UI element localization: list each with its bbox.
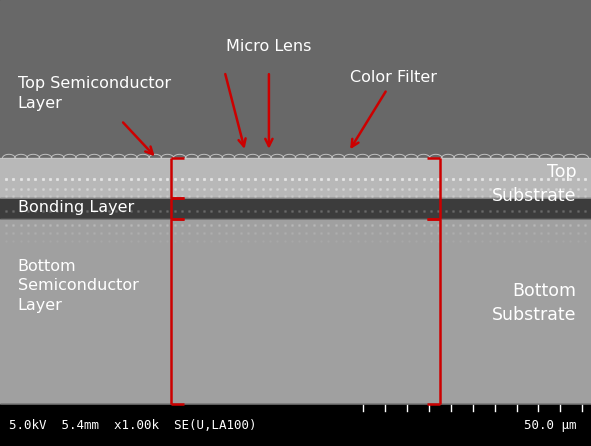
Bar xyxy=(0,198,591,219)
Bar xyxy=(0,404,591,446)
Bar xyxy=(0,0,591,158)
Bar xyxy=(0,158,591,198)
Text: Bottom
Substrate: Bottom Substrate xyxy=(492,282,576,324)
Text: Color Filter: Color Filter xyxy=(349,70,437,85)
Text: Top
Substrate: Top Substrate xyxy=(492,163,576,205)
Text: Bottom
Semiconductor
Layer: Bottom Semiconductor Layer xyxy=(18,259,139,313)
Text: Bonding Layer: Bonding Layer xyxy=(18,200,134,215)
Text: Micro Lens: Micro Lens xyxy=(226,38,311,54)
Bar xyxy=(0,219,591,404)
Text: 5.0kV  5.4mm  x1.00k  SE(U,LA100): 5.0kV 5.4mm x1.00k SE(U,LA100) xyxy=(9,418,256,432)
Text: 50.0 μm: 50.0 μm xyxy=(524,418,576,432)
Text: Top Semiconductor
Layer: Top Semiconductor Layer xyxy=(18,76,171,111)
